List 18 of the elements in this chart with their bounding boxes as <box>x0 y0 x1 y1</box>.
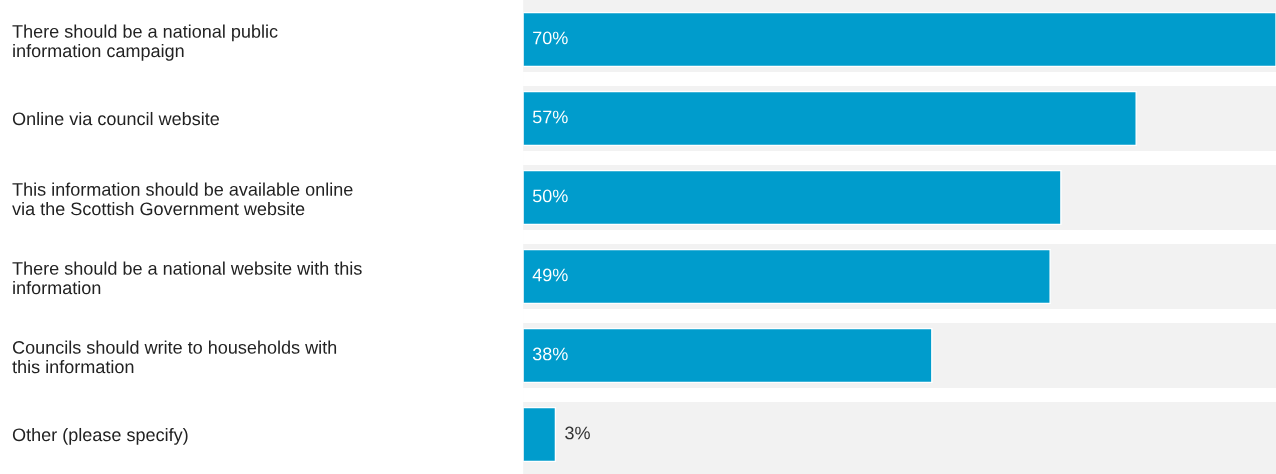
bar <box>523 11 1276 68</box>
data-label: 38% <box>532 347 568 361</box>
bar <box>523 406 557 463</box>
data-label: 70% <box>533 31 568 45</box>
data-label: 3% <box>565 426 590 440</box>
data-label: 57% <box>532 110 568 124</box>
y-tick-label: This information should be available online via the Scottish Government website <box>12 182 353 216</box>
data-label: 49% <box>532 268 568 282</box>
bar <box>523 248 1051 305</box>
y-tick-label: Other (please specify) <box>12 427 188 445</box>
bar <box>523 90 1137 147</box>
data-label: 50% <box>532 189 568 203</box>
bar <box>523 169 1062 226</box>
y-tick-label: Online via council website <box>12 111 219 126</box>
y-tick-label: There should be a national public information campaign <box>12 24 278 61</box>
y-tick-label: There should be a national website with this information <box>12 261 362 295</box>
y-tick-label: Councils should write to households with this information <box>12 340 337 374</box>
bar <box>523 327 933 384</box>
